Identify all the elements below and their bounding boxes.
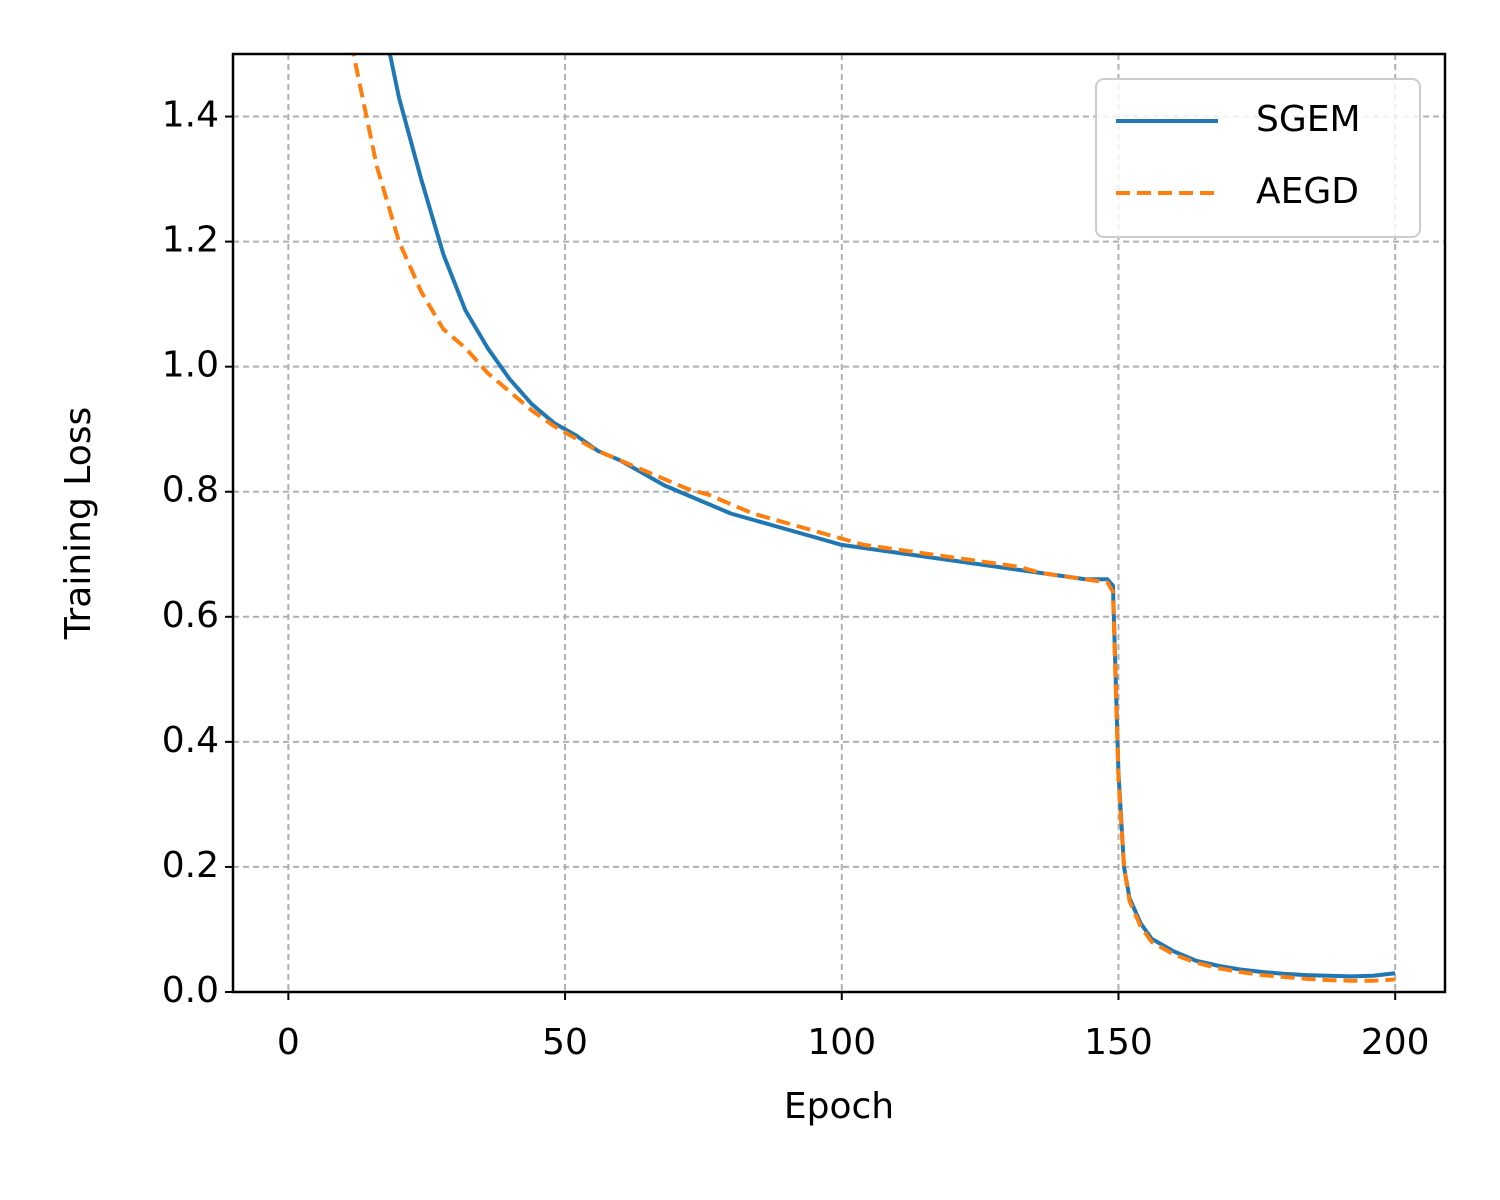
y-tick-label: 0.2 — [162, 845, 219, 886]
x-tick-label: 0 — [277, 1022, 300, 1063]
y-tick-label: 0.6 — [162, 595, 219, 636]
x-tick-label: 50 — [542, 1022, 588, 1063]
line-series — [351, 54, 1396, 983]
plot-area — [351, 54, 1396, 983]
plot-frame — [231, 52, 1447, 994]
legend-label: SGEM — [1256, 99, 1361, 140]
y-tick-label: 1.4 — [162, 95, 219, 136]
y-tick-label: 0.8 — [162, 470, 219, 511]
y-tick-label: 0.4 — [162, 720, 219, 761]
x-tick-label: 100 — [807, 1022, 876, 1063]
y-tick-label: 1.2 — [162, 220, 219, 261]
x-tick-label: 150 — [1084, 1022, 1153, 1063]
y-tick-label: 0.0 — [162, 970, 219, 1011]
y-axis-label: Training Loss — [58, 407, 99, 640]
x-tick-label: 200 — [1361, 1022, 1430, 1063]
legend-label: AEGD — [1256, 171, 1359, 212]
x-axis-label: Epoch — [784, 1086, 894, 1127]
y-tick-label: 1.0 — [162, 345, 219, 386]
legend-box — [1095, 78, 1421, 238]
